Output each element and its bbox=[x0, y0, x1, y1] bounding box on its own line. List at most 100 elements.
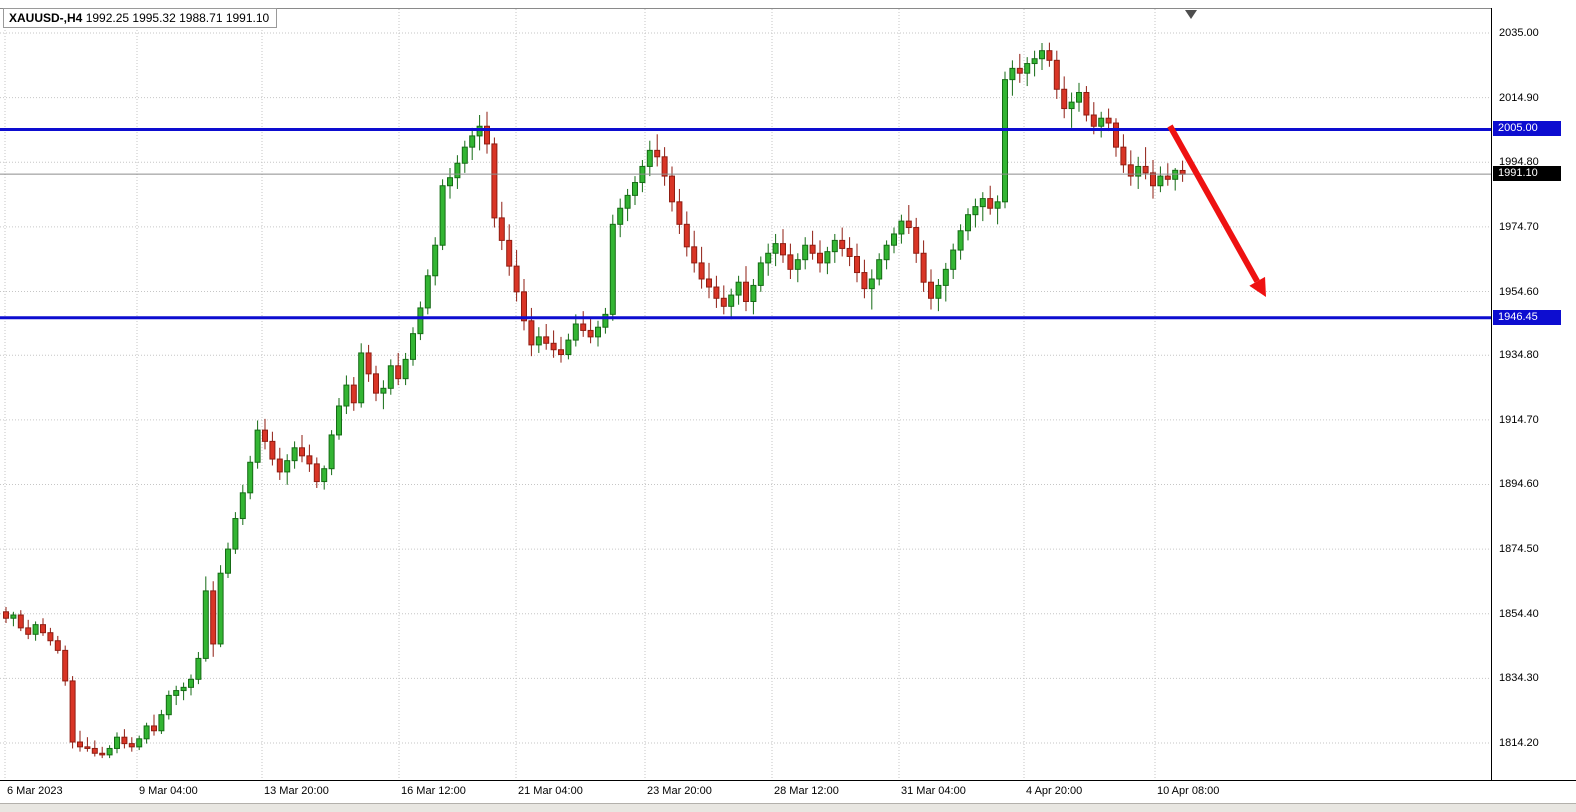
time-tick-label: 6 Mar 2023 bbox=[7, 785, 63, 797]
down-arrow-head-icon[interactable] bbox=[1249, 276, 1266, 297]
candle-bear bbox=[543, 336, 550, 344]
candle-bull bbox=[432, 244, 439, 277]
candle-bull bbox=[935, 284, 942, 299]
candle-bear bbox=[861, 272, 868, 290]
candle-bull bbox=[1172, 169, 1179, 180]
candle-bear bbox=[491, 143, 498, 219]
candle-bull bbox=[794, 259, 801, 270]
candle-bear bbox=[839, 239, 846, 249]
candle-bear bbox=[350, 384, 357, 404]
candle-bear bbox=[262, 429, 268, 442]
candle-bear bbox=[47, 632, 54, 642]
candle-bull bbox=[757, 262, 764, 286]
candle-bull bbox=[994, 201, 1001, 209]
candle-bull bbox=[165, 694, 172, 716]
candle-bear bbox=[1113, 122, 1119, 148]
time-axis[interactable]: 6 Mar 2023 9 Mar 04:00 13 Mar 20:00 16 Mar … bbox=[0, 780, 1576, 804]
candle-bull bbox=[1068, 101, 1075, 110]
candle-bull bbox=[1039, 50, 1045, 60]
candle-bear bbox=[498, 217, 505, 241]
candle-bull bbox=[217, 572, 224, 645]
candle-bull bbox=[1024, 63, 1031, 74]
candle-bear bbox=[854, 255, 860, 274]
candle-bull bbox=[595, 326, 601, 338]
candle-bull bbox=[454, 162, 461, 179]
candle-bear bbox=[3, 611, 9, 619]
candle-bear bbox=[1105, 117, 1112, 124]
candle-bear bbox=[91, 747, 98, 754]
price-tick-label: 2035.00 bbox=[1499, 27, 1539, 39]
candle-bull bbox=[136, 738, 143, 748]
down-arrow-shaft[interactable] bbox=[1167, 124, 1260, 283]
candle-bull bbox=[750, 284, 757, 302]
candle-bull bbox=[624, 194, 631, 209]
candle-bull bbox=[32, 624, 39, 635]
candle-bull bbox=[898, 220, 905, 235]
candle-bull bbox=[831, 239, 838, 253]
candle-bear bbox=[683, 223, 690, 248]
horizontal-scrollbar[interactable] bbox=[0, 803, 1576, 812]
time-tick-label: 28 Mar 12:00 bbox=[774, 785, 839, 797]
candle-bear bbox=[558, 349, 564, 356]
candle-bear bbox=[1083, 91, 1090, 116]
chart-canvas[interactable] bbox=[0, 0, 1491, 780]
candle-bull bbox=[321, 468, 328, 483]
candle-bull bbox=[202, 590, 209, 659]
candle-bear bbox=[580, 323, 587, 331]
candle-bull bbox=[328, 434, 335, 470]
candle-bull bbox=[957, 230, 964, 251]
candle-bear bbox=[54, 640, 61, 651]
candle-bull bbox=[424, 275, 431, 309]
candle-bull bbox=[158, 714, 165, 732]
chart-shift-marker-icon[interactable] bbox=[1185, 10, 1197, 19]
level-price-badge: 1946.45 bbox=[1493, 309, 1561, 325]
price-axis[interactable]: 2035.00 2014.90 1994.80 1974.70 1954.60 1934.… bbox=[1491, 8, 1576, 780]
candle-bull bbox=[979, 198, 986, 208]
price-tick-label: 1974.70 bbox=[1499, 220, 1539, 233]
candle-bull bbox=[824, 251, 831, 264]
candle-bull bbox=[106, 747, 113, 756]
candle-bull bbox=[461, 146, 468, 164]
candle-bear bbox=[669, 175, 675, 203]
candle-bull bbox=[572, 323, 579, 341]
candle-bull bbox=[602, 313, 609, 328]
candle-bear bbox=[313, 463, 320, 483]
candle-bull bbox=[447, 177, 453, 187]
candle-bear bbox=[521, 291, 527, 322]
candle-bull bbox=[336, 405, 342, 436]
candle-bull bbox=[1031, 58, 1038, 65]
candle-bear bbox=[706, 278, 712, 288]
candle-bear bbox=[1090, 114, 1097, 127]
candle-bear bbox=[905, 220, 912, 229]
candle-bear bbox=[1164, 175, 1171, 180]
candle-bear bbox=[1120, 146, 1127, 166]
price-tick-label: 1934.80 bbox=[1499, 349, 1539, 362]
candle-bear bbox=[151, 725, 157, 732]
candle-bear bbox=[484, 125, 490, 145]
candle-bear bbox=[17, 614, 24, 629]
candle-bull bbox=[180, 686, 187, 692]
candle-bear bbox=[691, 246, 698, 264]
price-tick-label: 2014.90 bbox=[1499, 91, 1539, 104]
candle-bull bbox=[380, 387, 387, 394]
candle-bear bbox=[743, 281, 749, 302]
candle-bull bbox=[476, 125, 483, 137]
candle-bull bbox=[254, 429, 261, 463]
current-price-badge: 1991.10 bbox=[1493, 166, 1561, 182]
candle-bear bbox=[987, 198, 994, 209]
time-tick-label: 16 Mar 12:00 bbox=[401, 785, 466, 797]
candle-bull bbox=[247, 461, 254, 494]
candle-bear bbox=[1046, 50, 1053, 61]
candle-bear bbox=[817, 252, 823, 264]
candle-bear bbox=[1127, 164, 1134, 177]
candle-bull bbox=[535, 336, 542, 346]
candle-bear bbox=[1053, 59, 1060, 90]
candle-bear bbox=[69, 680, 76, 743]
time-tick-label: 9 Mar 04:00 bbox=[139, 785, 198, 797]
level-price-badge: 2005.00 bbox=[1493, 121, 1561, 137]
chart-top-border bbox=[0, 8, 1576, 9]
candle-bear bbox=[210, 590, 217, 645]
candle-bear bbox=[587, 329, 594, 338]
time-tick-label: 13 Mar 20:00 bbox=[264, 785, 329, 797]
candle-bear bbox=[720, 297, 727, 307]
